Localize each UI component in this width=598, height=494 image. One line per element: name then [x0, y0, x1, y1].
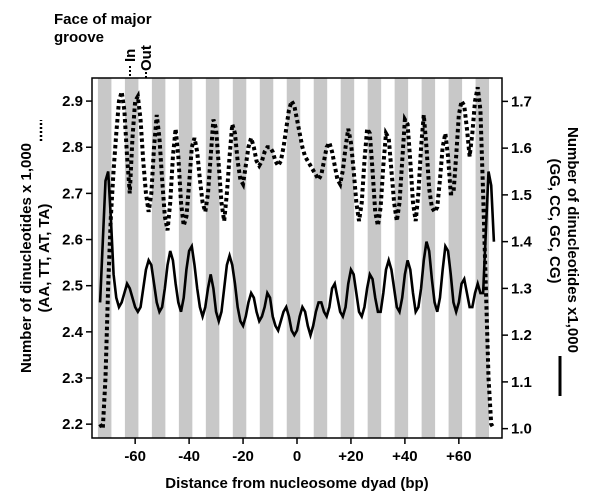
groove-band-1	[124, 78, 139, 438]
y-axis-right-title: Number of dinucleotides x1,000	[564, 127, 581, 353]
groove-band-12	[421, 78, 436, 438]
x-tick-label: -60	[124, 448, 146, 465]
groove-band-4	[205, 78, 220, 438]
y-left-tick-label: 2.3	[62, 370, 83, 387]
y-left-tick-label: 2.9	[62, 93, 83, 110]
y-axis-right-subtitle: (GG, CC, GC, CG)	[546, 159, 563, 284]
x-axis-title: Distance from nucleosome dyad (bp)	[165, 475, 428, 492]
x-tick-label: +20	[338, 448, 363, 465]
groove-band-5	[232, 78, 247, 438]
x-tick-label: 0	[293, 448, 301, 465]
groove-band-3	[178, 78, 193, 438]
groove-annotation-title: Face of major	[54, 11, 152, 28]
y-axis-right: 1.0 1.1 1.2 1.3 1.4 1.5 1.6 1.7	[502, 93, 533, 438]
groove-band-9	[340, 78, 355, 438]
y-axis-left-subtitle: (AA, TT, AT, TA)	[36, 204, 53, 313]
y-right-tick-label: 1.3	[511, 280, 532, 297]
series-line-gg-cc-gc-cg	[98, 171, 496, 340]
y-axis-left: 2.2 2.3 2.4 2.5 2.6 2.7 2.8 2.9	[62, 93, 92, 433]
y-left-tick-label: 2.8	[62, 139, 83, 156]
y-left-tick-label: 2.6	[62, 232, 83, 249]
y-right-tick-label: 1.7	[511, 93, 532, 110]
groove-bands	[97, 78, 490, 438]
groove-in-label: In	[122, 49, 139, 62]
x-tick-label: +40	[392, 448, 417, 465]
y-right-tick-label: 1.1	[511, 374, 532, 391]
groove-annotation-title-line2: groove	[54, 29, 104, 46]
series-layer	[98, 86, 496, 436]
y-right-tick-label: 1.2	[511, 327, 532, 344]
groove-band-10	[367, 78, 382, 438]
groove-band-2	[151, 78, 166, 438]
y-left-tick-label: 2.5	[62, 278, 83, 295]
groove-band-11	[394, 78, 409, 438]
y-right-tick-label: 1.0	[511, 421, 532, 438]
y-left-tick-label: 2.2	[62, 416, 83, 433]
y-axis-left-title: Number of dinucleotides x 1,000	[18, 143, 35, 373]
x-axis: -60 -40 -20 0 +20 +40 +60	[124, 438, 472, 465]
y-right-tick-label: 1.4	[511, 234, 533, 251]
x-tick-label: -40	[178, 448, 200, 465]
groove-band-8	[313, 78, 328, 438]
groove-band-7	[286, 78, 301, 438]
x-tick-label: +60	[446, 448, 471, 465]
groove-out-label: Out	[138, 45, 155, 71]
y-right-tick-label: 1.5	[511, 187, 532, 204]
groove-band-13	[448, 78, 463, 438]
y-right-tick-label: 1.6	[511, 140, 532, 157]
x-tick-label: -20	[232, 448, 254, 465]
groove-band-6	[259, 78, 274, 438]
y-left-tick-label: 2.4	[62, 324, 84, 341]
y-left-tick-label: 2.7	[62, 185, 83, 202]
